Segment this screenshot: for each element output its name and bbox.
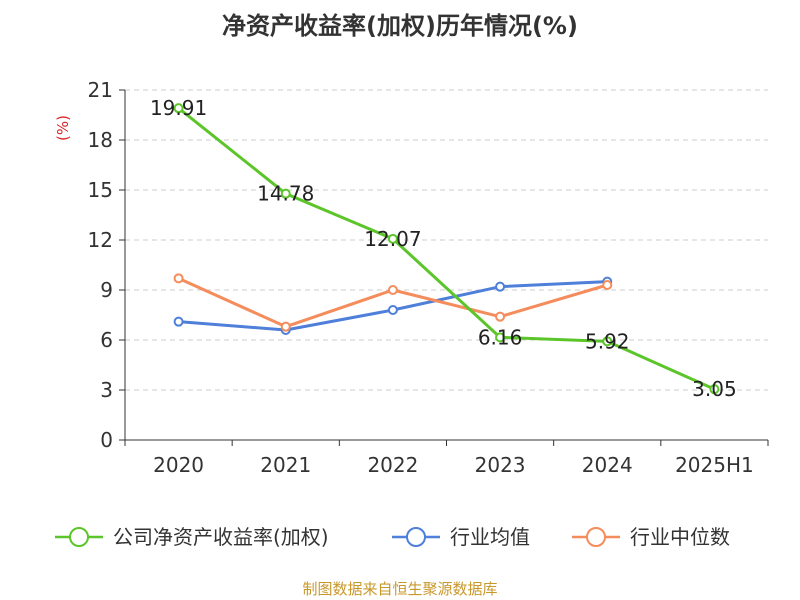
data-point[interactable] — [173, 273, 184, 284]
x-tick-label: 2020 — [153, 453, 204, 477]
data-point[interactable] — [387, 305, 398, 315]
x-tick-label: 2021 — [260, 453, 311, 477]
data-label: 14.78 — [257, 182, 314, 206]
axes — [119, 89, 769, 446]
x-tick-label: 2024 — [582, 453, 633, 477]
legend-item[interactable]: 行业中位数 — [572, 525, 730, 549]
data-label: 3.05 — [692, 377, 737, 401]
legend-swatch-marker — [586, 527, 606, 547]
data-label: 5.92 — [585, 329, 630, 353]
legend-label: 行业中位数 — [630, 525, 730, 549]
data-point[interactable] — [602, 336, 613, 347]
legend-item[interactable]: 公司净资产收益率(加权) — [55, 525, 329, 549]
grid-lines — [125, 89, 768, 391]
y-tick-label: 3 — [100, 378, 113, 402]
chart-title: 净资产收益率(加权)历年情况(%) — [222, 12, 578, 40]
data-point[interactable] — [387, 233, 398, 244]
data-point[interactable] — [495, 311, 506, 322]
x-axis-ticks: 2020 2021 2022 2023 2024 2025H1 — [153, 453, 754, 477]
data-label: 12.07 — [364, 227, 421, 251]
y-axis-ticks: 0 3 6 9 12 15 18 21 — [88, 78, 113, 452]
y-tick-label: 12 — [88, 228, 113, 252]
data-point[interactable] — [173, 316, 184, 327]
data-label: 19.91 — [150, 96, 207, 120]
data-point[interactable] — [173, 103, 184, 114]
legend-label: 公司净资产收益率(加权) — [113, 525, 329, 549]
data-point[interactable] — [602, 280, 613, 290]
x-tick-label: 2022 — [367, 453, 418, 477]
legend-swatch-marker — [406, 527, 426, 547]
data-labels: 19.91 14.78 12.07 6.16 5.92 3.05 — [150, 96, 737, 401]
legend-item[interactable]: 行业均值 — [392, 525, 530, 549]
data-point[interactable] — [280, 188, 291, 199]
y-tick-label: 21 — [88, 78, 113, 102]
y-tick-label: 0 — [100, 428, 113, 452]
series-lines — [173, 103, 720, 395]
x-tick-label: 2025H1 — [675, 453, 754, 477]
legend-swatch-marker — [69, 527, 89, 547]
y-tick-label: 18 — [88, 128, 113, 152]
data-label: 6.16 — [478, 325, 523, 349]
y-tick-label: 9 — [100, 278, 113, 302]
legend-label: 行业均值 — [450, 525, 530, 549]
series-line — [177, 106, 716, 391]
data-point[interactable] — [387, 285, 398, 295]
y-tick-label: 15 — [88, 178, 113, 202]
legend: 公司净资产收益率(加权) 行业均值 行业中位数 — [55, 525, 730, 549]
x-tick-label: 2023 — [475, 453, 526, 477]
data-point[interactable] — [280, 321, 291, 332]
data-point[interactable] — [495, 281, 506, 292]
data-point[interactable] — [709, 384, 720, 395]
y-tick-label: 6 — [100, 328, 113, 352]
source-note: 制图数据来自恒生聚源数据库 — [302, 580, 497, 598]
y-axis-unit-label: (%) — [54, 115, 72, 141]
data-point[interactable] — [495, 332, 506, 343]
